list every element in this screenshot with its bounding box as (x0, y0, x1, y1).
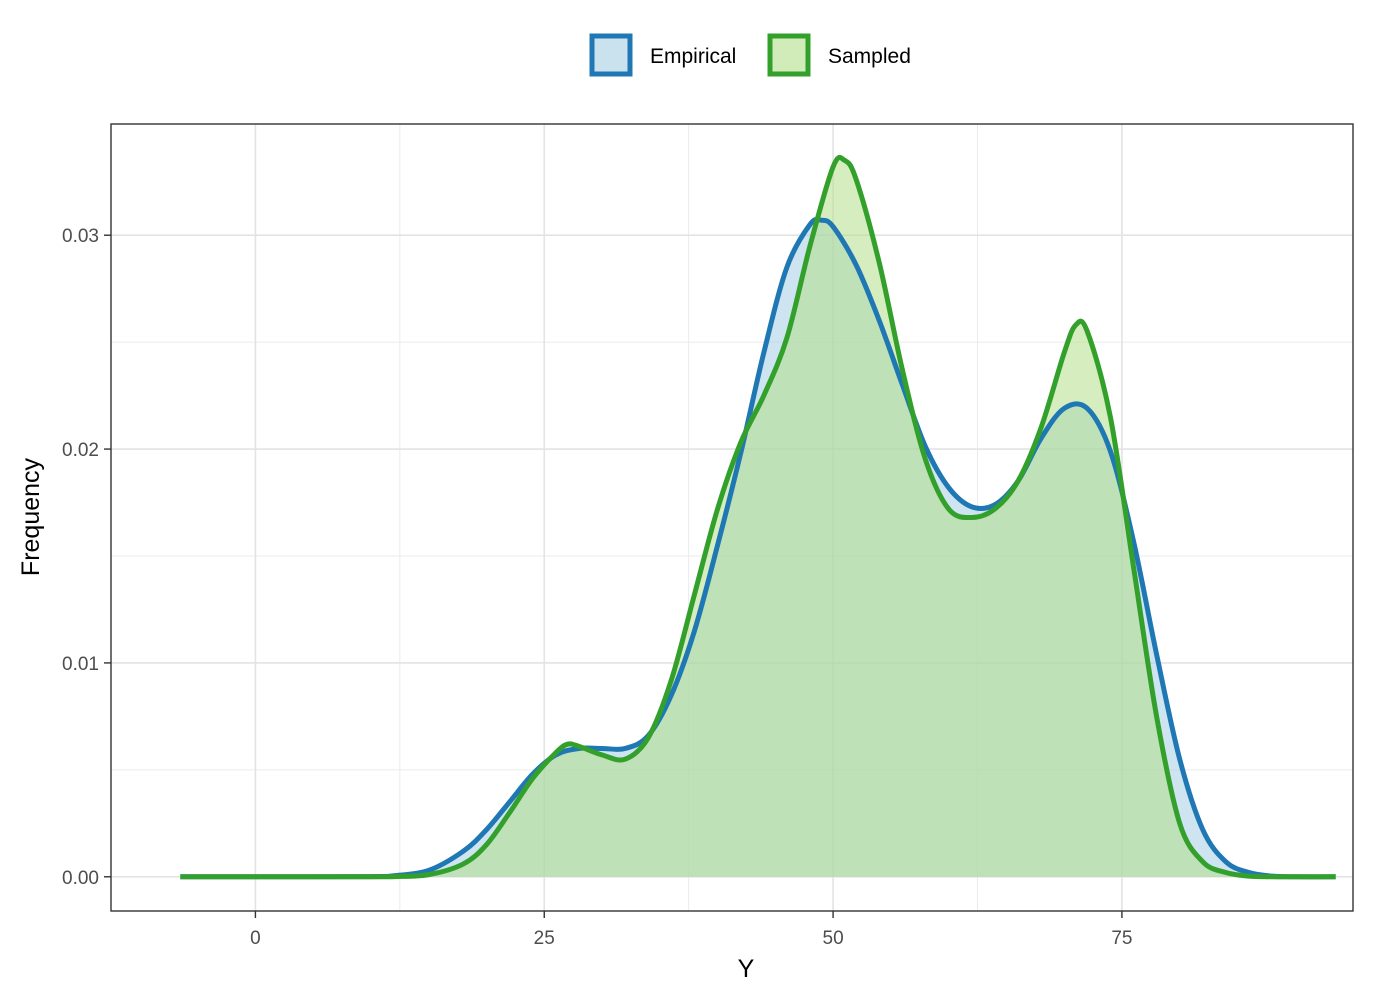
x-tick-label: 0 (250, 928, 261, 949)
y-axis: 0.00 0.01 0.02 0.03 (62, 226, 111, 889)
plot-panel (110, 123, 1354, 912)
legend-label-empirical: Empirical (650, 45, 736, 68)
legend: Empirical Sampled (589, 33, 911, 77)
x-tick-label: 25 (534, 928, 555, 949)
legend-key-sampled (767, 33, 811, 77)
series-layer (180, 154, 1336, 880)
x-tick-label: 75 (1111, 928, 1132, 949)
panel-border (110, 123, 1354, 912)
y-axis-title: Frequency (17, 457, 45, 576)
legend-key-empirical (589, 33, 633, 77)
y-tick-label: 0.01 (62, 654, 99, 675)
density-line-empirical (180, 216, 1336, 880)
y-tick-label: 0.03 (62, 226, 99, 247)
density-fill-sampled (180, 157, 1336, 877)
legend-label-sampled: Sampled (828, 45, 911, 68)
y-tick-label: 0.00 (62, 868, 99, 889)
x-axis: 0 25 50 75 (250, 911, 1133, 949)
y-tick-label: 0.02 (62, 440, 99, 461)
density-line-sampled (180, 154, 1336, 880)
x-axis-title: Y (738, 955, 755, 983)
x-tick-label: 50 (823, 928, 844, 949)
